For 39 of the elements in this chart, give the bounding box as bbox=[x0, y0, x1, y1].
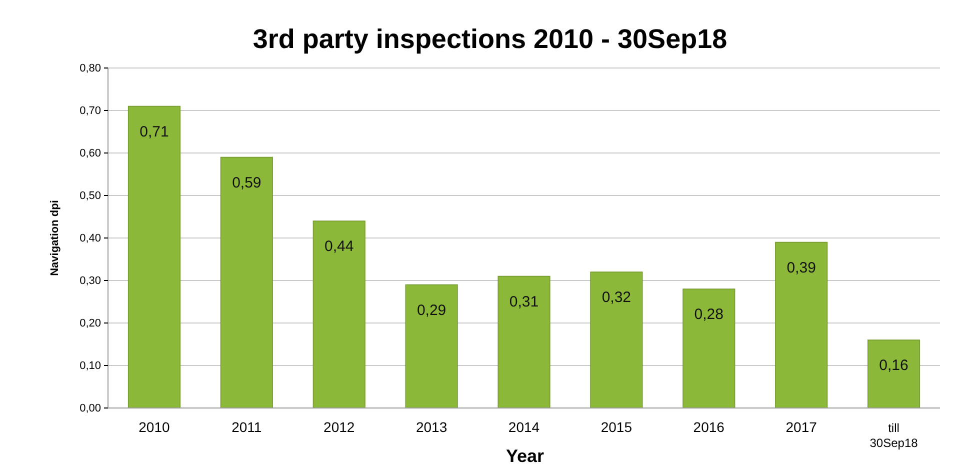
bar bbox=[867, 340, 920, 408]
chart-title: 3rd party inspections 2010 - 30Sep18 bbox=[252, 24, 728, 54]
data-label: 0,71 bbox=[140, 123, 169, 140]
x-tick-label: 2011 bbox=[232, 419, 262, 435]
y-tick-label: 0,40 bbox=[80, 232, 101, 245]
bar bbox=[220, 156, 273, 408]
y-tick-label: 0,10 bbox=[80, 360, 101, 372]
bar bbox=[312, 220, 366, 408]
data-label: 0,29 bbox=[416, 302, 446, 319]
y-tick-label: 0,20 bbox=[80, 318, 101, 330]
bar bbox=[405, 284, 458, 408]
data-label: 0,32 bbox=[602, 289, 632, 306]
x-tick-label: 2013 bbox=[416, 419, 448, 435]
x-tick-label: till 30Sep18 bbox=[870, 421, 918, 450]
data-label: 0,31 bbox=[509, 293, 539, 310]
x-axis-title: Year bbox=[506, 446, 544, 466]
data-label: 0,59 bbox=[232, 174, 262, 192]
y-tick-label: 0,50 bbox=[80, 190, 101, 202]
data-label: 0,16 bbox=[879, 357, 908, 374]
bar bbox=[590, 272, 643, 408]
bar bbox=[682, 288, 736, 408]
bar bbox=[128, 106, 181, 408]
x-tick-label: 2010 bbox=[138, 419, 170, 435]
x-tick-label: 2015 bbox=[600, 419, 632, 435]
data-label: 0,39 bbox=[786, 259, 816, 276]
bar bbox=[498, 276, 550, 408]
x-tick-label: 2016 bbox=[693, 419, 725, 435]
x-tick-label: 2014 bbox=[508, 419, 540, 435]
x-tick-label: 2017 bbox=[786, 419, 818, 435]
y-tick-label: 0,80 bbox=[80, 62, 101, 75]
y-tick-label: 0,30 bbox=[80, 275, 101, 288]
y-tick-label: 0,60 bbox=[80, 148, 101, 160]
data-label: 0,28 bbox=[694, 306, 724, 323]
y-axis-title: Navigation dpi bbox=[49, 200, 61, 276]
y-tick-label: 0,70 bbox=[80, 105, 101, 118]
x-tick-label: 2012 bbox=[324, 419, 355, 435]
bar bbox=[775, 242, 828, 408]
data-label: 0,44 bbox=[324, 238, 354, 255]
y-tick-label: 0,00 bbox=[80, 402, 101, 415]
